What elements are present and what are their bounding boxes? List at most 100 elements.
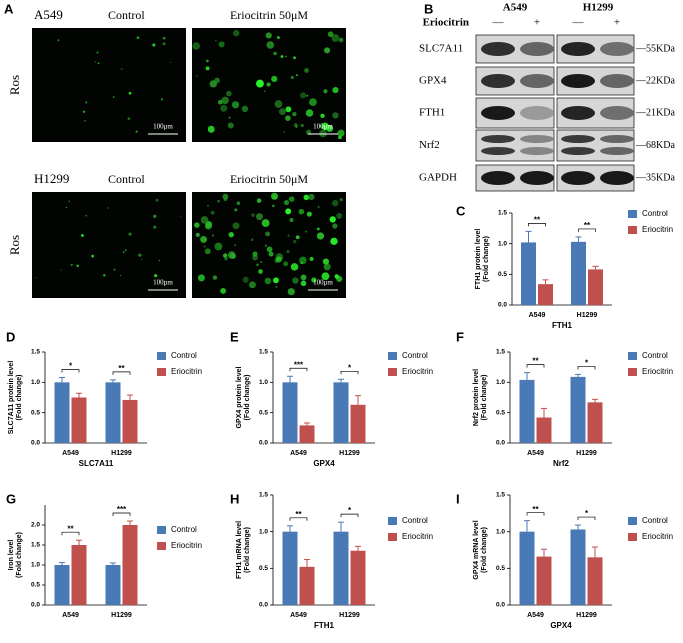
bar <box>333 531 349 605</box>
protein: GAPDH <box>419 172 457 184</box>
fluorescence <box>97 62 100 65</box>
fluorescence <box>290 263 299 271</box>
fluorescence <box>226 90 232 97</box>
fluorescence <box>292 277 299 284</box>
y-tick-label: 1.5 <box>31 349 40 356</box>
y-tick-label: 0.0 <box>496 440 505 447</box>
band <box>520 147 554 155</box>
bar <box>54 382 70 443</box>
error-bar <box>355 545 361 551</box>
fluorescence <box>295 235 300 240</box>
fluorescence <box>306 94 309 97</box>
error-bar <box>338 378 344 383</box>
x-axis-label: GPX4 <box>313 459 335 468</box>
row-label: Ros <box>7 235 22 255</box>
legend-swatch <box>388 533 397 541</box>
micrograph <box>32 192 186 298</box>
fluorescence <box>84 119 86 122</box>
fluorescence <box>285 115 291 121</box>
panel-label: E <box>230 329 239 344</box>
fluorescence <box>212 275 218 280</box>
legend-label: Control <box>402 516 428 525</box>
sig-label: * <box>585 509 589 518</box>
band <box>520 171 554 185</box>
fluorescence <box>305 109 314 117</box>
y-tick-label: 1.0 <box>31 379 40 386</box>
fluorescence <box>234 208 238 212</box>
condition: Eriocitrin 50μM <box>230 172 308 186</box>
fluorescence <box>200 235 208 243</box>
band <box>520 106 554 120</box>
sig-bracket <box>528 223 546 227</box>
fluorescence <box>141 258 143 260</box>
fluorescence <box>271 204 275 208</box>
error-bar <box>110 562 116 565</box>
fluorescence <box>192 42 200 50</box>
fluorescence <box>232 29 240 37</box>
error-bar <box>525 230 532 243</box>
fluorescence <box>200 216 209 224</box>
fluorescence <box>287 288 295 296</box>
fluorescence <box>162 36 166 40</box>
lane-sign: + <box>534 17 540 29</box>
fluorescence <box>220 104 228 112</box>
fluorescence <box>113 268 116 271</box>
x-axis-label: FTH1 <box>552 321 573 330</box>
fluorescence <box>224 256 229 261</box>
error-bar <box>542 279 549 285</box>
fluorescence <box>265 231 271 237</box>
sig-label: * <box>348 363 352 372</box>
fluorescence <box>332 86 339 94</box>
cell-line: A549 <box>34 7 63 22</box>
fluorescence <box>220 288 227 294</box>
fluorescence <box>272 195 277 200</box>
fluorescence <box>330 237 338 245</box>
error-bar <box>592 398 598 403</box>
error-bar <box>355 395 361 405</box>
legend-swatch <box>628 210 637 218</box>
legend-swatch <box>157 368 166 376</box>
fluorescence <box>94 61 96 63</box>
fluorescence <box>292 111 297 117</box>
y-tick-label: 1.0 <box>259 528 268 535</box>
fluorescence <box>289 218 294 222</box>
fluorescence <box>228 232 234 238</box>
x-tick-label: H1299 <box>577 312 598 319</box>
y-axis-label: Iron level <box>8 540 15 571</box>
fluorescence <box>65 206 68 209</box>
fluorescence <box>256 198 262 203</box>
error-bar <box>287 375 293 383</box>
sig-label: * <box>348 506 352 515</box>
fluorescence <box>124 249 127 251</box>
fluorescence <box>76 264 79 268</box>
legend-swatch <box>157 352 166 360</box>
y-tick-label: 0.0 <box>498 302 507 309</box>
fluorescence <box>300 274 307 281</box>
fluorescence <box>248 281 256 289</box>
legend-swatch <box>628 517 637 525</box>
fluorescence <box>329 216 336 223</box>
bar <box>588 269 603 305</box>
bar <box>105 382 121 443</box>
x-tick-label: A549 <box>290 612 307 619</box>
fluorescence <box>153 225 157 229</box>
sig-label: ** <box>67 524 74 533</box>
fluorescence <box>180 215 182 217</box>
cell-line: A549 <box>503 2 528 14</box>
fluorescence <box>311 277 317 283</box>
fluorescence <box>195 232 200 237</box>
fluorescence <box>274 100 283 108</box>
y-tick-label: 0.5 <box>496 565 505 572</box>
bar <box>282 382 298 443</box>
sig-bracket <box>577 516 596 521</box>
blot <box>556 129 635 162</box>
fluorescence <box>275 285 278 288</box>
fluorescence <box>276 36 280 40</box>
x-tick-label: A549 <box>62 450 79 457</box>
x-tick-label: H1299 <box>576 450 597 457</box>
fluorescence <box>266 41 275 49</box>
sig-bracket <box>61 369 80 373</box>
lane-sign: — <box>572 17 585 29</box>
mw: —55KDa <box>635 43 675 54</box>
